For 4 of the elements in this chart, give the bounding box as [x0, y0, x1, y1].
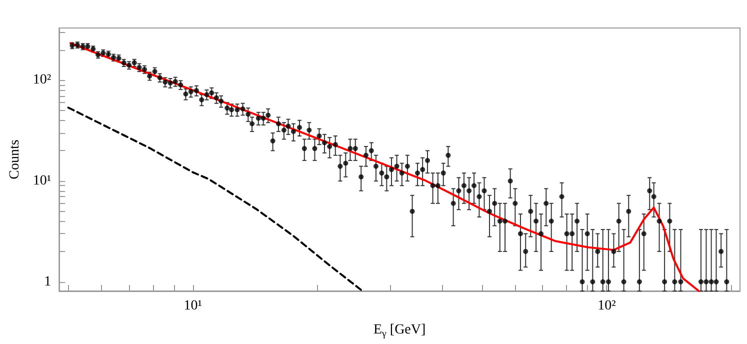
y-axis-title: Counts: [8, 140, 22, 180]
y-tick-label: 10¹: [32, 174, 52, 189]
y-tick-label: 1: [44, 274, 52, 290]
y-tick-label: 10²: [32, 72, 52, 88]
